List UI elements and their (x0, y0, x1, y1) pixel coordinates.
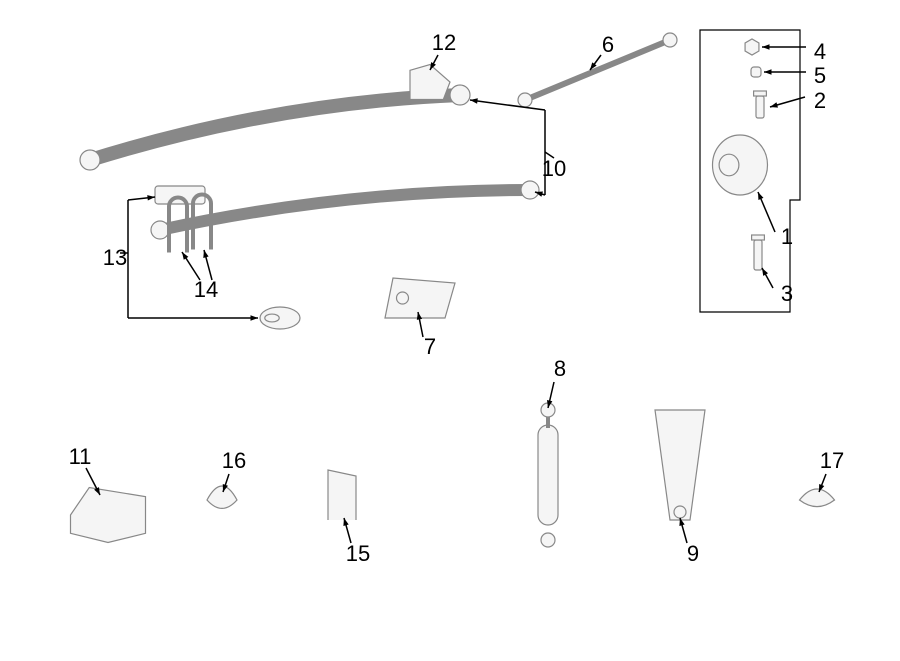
clip-17 (800, 489, 835, 507)
track-bar (525, 40, 670, 100)
label-13: 13 (103, 245, 127, 270)
label-14: 14 (194, 277, 218, 302)
track-bar-e1 (518, 93, 532, 107)
label-5: 5 (814, 63, 826, 88)
clip-16 (207, 486, 237, 508)
label-16: 16 (222, 448, 246, 473)
bracket-11 (71, 488, 146, 543)
parts-layer (71, 33, 835, 547)
label-12: 12 (432, 30, 456, 55)
nut-4 (745, 39, 759, 55)
labels-layer: 1234567891011121314151617 (69, 30, 845, 566)
leaf-spring-upper-eye1 (80, 150, 100, 170)
label-4: 4 (814, 39, 826, 64)
shock-8-eye2 (541, 533, 555, 547)
bracket-7 (385, 278, 455, 318)
label-15: 15 (346, 541, 370, 566)
arrowhead (182, 252, 188, 260)
knuckle (713, 135, 768, 195)
label-8: 8 (554, 356, 566, 381)
label-7: 7 (424, 334, 436, 359)
stud-2-head (754, 91, 767, 96)
stud-3-head (752, 235, 765, 240)
arrowhead (758, 192, 763, 200)
leaf-spring-upper (90, 95, 460, 160)
arrowhead (762, 268, 768, 276)
leaf-spring-lower-eye2 (521, 181, 539, 199)
arrowhead (770, 102, 778, 107)
arrowhead (250, 315, 258, 320)
label-2: 2 (814, 88, 826, 113)
arrowhead (470, 98, 478, 103)
track-bar-e2 (663, 33, 677, 47)
leaf-spring-upper-eye2 (450, 85, 470, 105)
leader-line (470, 100, 545, 110)
bushing-5 (751, 67, 761, 77)
label-17: 17 (820, 448, 844, 473)
arrowhead (203, 250, 208, 258)
hanger-9 (655, 410, 705, 520)
leaf-spring-lower (160, 190, 530, 230)
arrowhead (764, 69, 772, 74)
clip-15 (328, 470, 356, 520)
label-9: 9 (687, 541, 699, 566)
label-11: 11 (69, 444, 92, 469)
leaf-spring-lower-eye1 (151, 221, 169, 239)
stud-2 (756, 96, 764, 118)
shock-8-body (538, 425, 558, 525)
arrowhead (762, 44, 770, 49)
label-1: 1 (781, 224, 793, 249)
bumper-13b (260, 307, 300, 329)
label-6: 6 (602, 32, 614, 57)
stud-3 (754, 240, 762, 270)
label-3: 3 (781, 281, 793, 306)
